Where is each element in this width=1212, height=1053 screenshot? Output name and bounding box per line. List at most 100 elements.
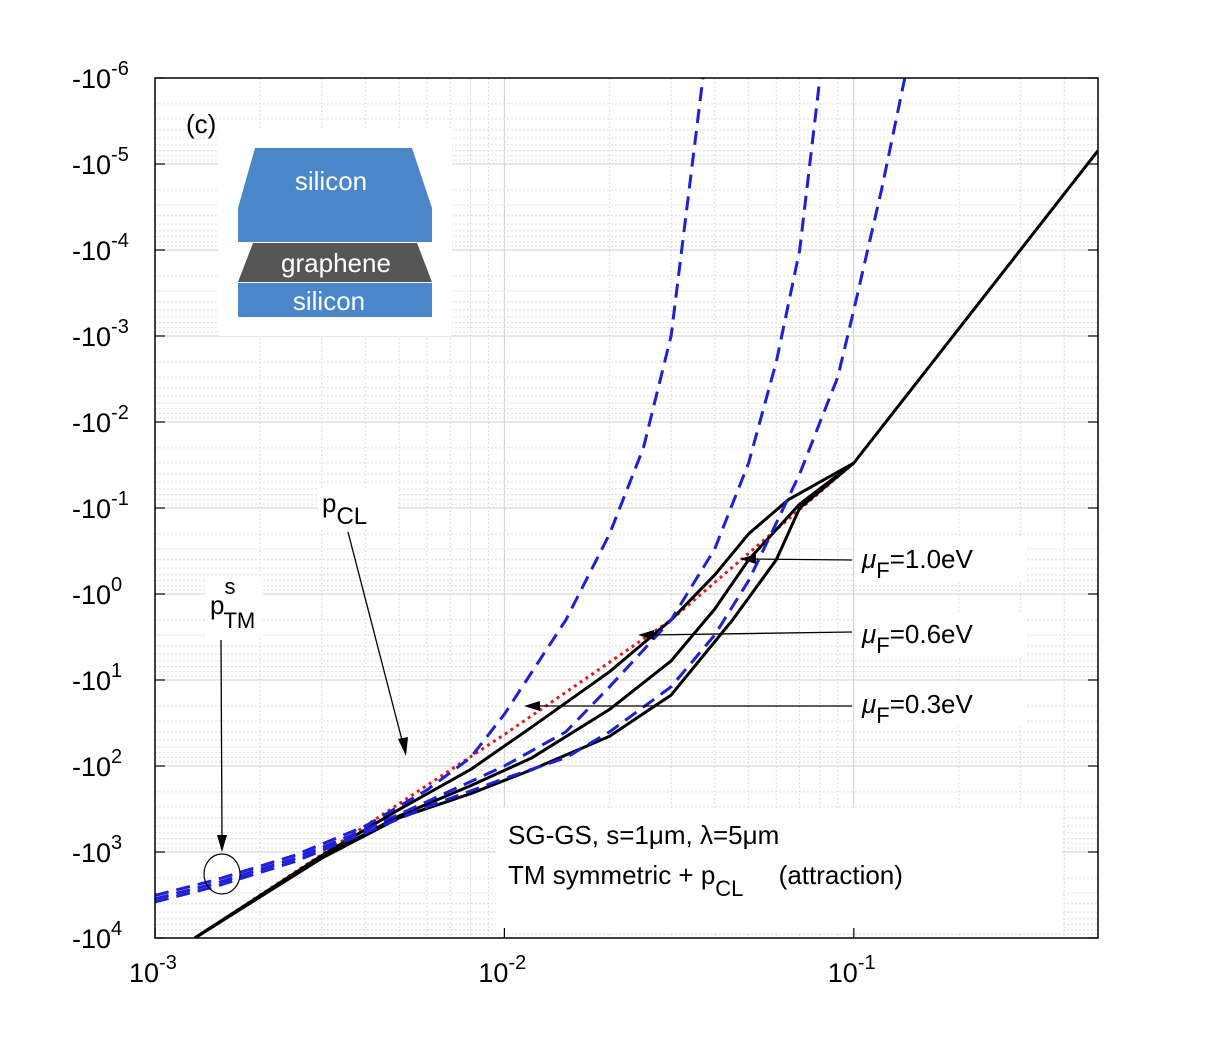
mu-label-2-symbol: μ <box>861 619 876 649</box>
series-line-5 <box>155 78 822 901</box>
mu-label-1-symbol: μ <box>861 544 876 574</box>
pcl-label-p: p <box>322 488 336 518</box>
pcl-label: pCL <box>322 488 367 530</box>
y-tick-base: -10 <box>72 236 111 266</box>
y-tick-label: -101 <box>72 660 122 696</box>
y-tick-exp: -6 <box>111 58 129 80</box>
inset-top-silicon-trapezoid <box>238 148 432 208</box>
mu-label-1: μF=1.0eV <box>861 544 973 583</box>
ptm-circle-marker <box>203 853 241 895</box>
x-tick-label: 10-1 <box>828 952 876 988</box>
series-line-3 <box>194 461 855 938</box>
mu-label-2-bg <box>855 613 1025 657</box>
axis-ticks: 10-3 10-2 10-1-10-6-10-5-10-4-10-3-10-2-10… <box>72 58 1098 988</box>
y-tick-exp: 1 <box>111 660 122 682</box>
series-layer <box>155 78 1098 938</box>
y-tick-exp: -4 <box>111 230 129 252</box>
series-line-1 <box>193 149 1098 938</box>
x-tick-label: 10-3 <box>129 952 177 988</box>
inset-top-silicon-slab <box>238 208 432 242</box>
y-tick-base: -10 <box>72 666 111 696</box>
pcl-arrow-line <box>347 531 404 745</box>
inset-bottom-silicon-label: silicon <box>293 286 365 316</box>
legend-line-2-text: TM symmetric + p <box>508 860 715 890</box>
y-tick-label: -103 <box>72 832 122 868</box>
ptm-arrow-head <box>217 835 227 852</box>
ptm-label-sup: s <box>224 574 235 599</box>
y-tick-base: -10 <box>72 494 111 524</box>
y-tick-base: -10 <box>72 752 111 782</box>
inset-bottom-silicon-slab <box>238 283 432 317</box>
y-tick-exp: 0 <box>111 574 122 596</box>
legend-line-2: TM symmetric + pCL (attraction) <box>508 860 903 901</box>
mu-label-2-sub: F <box>876 633 889 658</box>
mu-label-3-bg <box>855 683 1025 727</box>
y-tick-label: -100 <box>72 574 122 610</box>
inset-graphene-layer <box>238 243 432 282</box>
y-tick-exp: 4 <box>111 918 122 940</box>
x-tick-label: 10-2 <box>478 952 526 988</box>
mu-arrow-2-head <box>638 630 654 640</box>
y-tick-base: -10 <box>72 924 111 954</box>
y-tick-label: -10-3 <box>72 316 129 352</box>
inset-diagram: silicon graphene silicon <box>218 128 452 336</box>
pcl-arrow-head <box>398 737 408 756</box>
y-tick-exp: 2 <box>111 746 122 768</box>
y-tick-base: -10 <box>72 64 111 94</box>
mu-arrow-1-line <box>751 558 853 561</box>
y-tick-label: -10-1 <box>72 488 129 524</box>
pcl-label-sub: CL <box>336 503 367 530</box>
x-tick-exp: -1 <box>858 952 876 974</box>
mu-label-1-sub: F <box>876 558 889 583</box>
y-tick-base: -10 <box>72 580 111 610</box>
mu-label-3-text: =0.3eV <box>890 689 974 719</box>
legend-line-2-tail: (attraction) <box>779 860 903 890</box>
ptm-arrow-line <box>220 639 223 839</box>
inset-top-silicon-label: silicon <box>295 166 367 196</box>
y-tick-label: -10-4 <box>72 230 129 266</box>
y-tick-label: -10-2 <box>72 402 129 438</box>
mu-arrow-2-line <box>649 631 853 636</box>
mu-label-1-text: =1.0eV <box>890 544 974 574</box>
x-tick-base: 10 <box>129 958 159 988</box>
ptm-label: ps TM <box>210 574 255 633</box>
x-tick-exp: -3 <box>159 952 177 974</box>
y-tick-exp: -2 <box>111 402 129 424</box>
series-line-0 <box>193 461 855 938</box>
legend-line-2-sub: CL <box>715 876 743 901</box>
y-tick-label: -104 <box>72 918 122 954</box>
mu-label-3-sub: F <box>876 703 889 728</box>
series-line-6 <box>155 78 907 904</box>
ptm-label-sub: TM <box>223 608 255 633</box>
y-tick-base: -10 <box>72 838 111 868</box>
panel-label: (c) <box>186 109 216 139</box>
mu-arrow-1-head <box>740 554 756 564</box>
legend-line-2-gap <box>771 860 778 890</box>
y-tick-label: -10-6 <box>72 58 129 94</box>
x-tick-base: 10 <box>478 958 508 988</box>
legend-line-1: SG-GS, s=1μm, λ=5μm <box>508 820 779 850</box>
y-tick-label: -10-5 <box>72 144 129 180</box>
y-tick-exp: -5 <box>111 144 129 166</box>
y-tick-base: -10 <box>72 150 111 180</box>
mu-label-3-symbol: μ <box>861 689 876 719</box>
y-tick-exp: -1 <box>111 488 129 510</box>
pcl-label-bg <box>318 488 398 528</box>
mu-label-2: μF=0.6eV <box>861 619 973 658</box>
inset-graphene-label: graphene <box>281 248 391 278</box>
ptm-label-bg <box>205 578 263 636</box>
mu-label-2-text: =0.6eV <box>890 619 974 649</box>
y-tick-base: -10 <box>72 322 111 352</box>
y-tick-base: -10 <box>72 408 111 438</box>
x-tick-base: 10 <box>828 958 858 988</box>
legend-box <box>496 808 1062 932</box>
series-line-4 <box>155 78 705 897</box>
x-tick-exp: -2 <box>508 952 526 974</box>
ptm-label-p: p <box>210 590 224 620</box>
y-tick-exp: 3 <box>111 832 122 854</box>
mu-label-3: μF=0.3eV <box>861 689 973 728</box>
y-tick-label: -102 <box>72 746 122 782</box>
y-tick-exp: -3 <box>111 316 129 338</box>
mu-label-1-bg <box>855 538 1025 582</box>
